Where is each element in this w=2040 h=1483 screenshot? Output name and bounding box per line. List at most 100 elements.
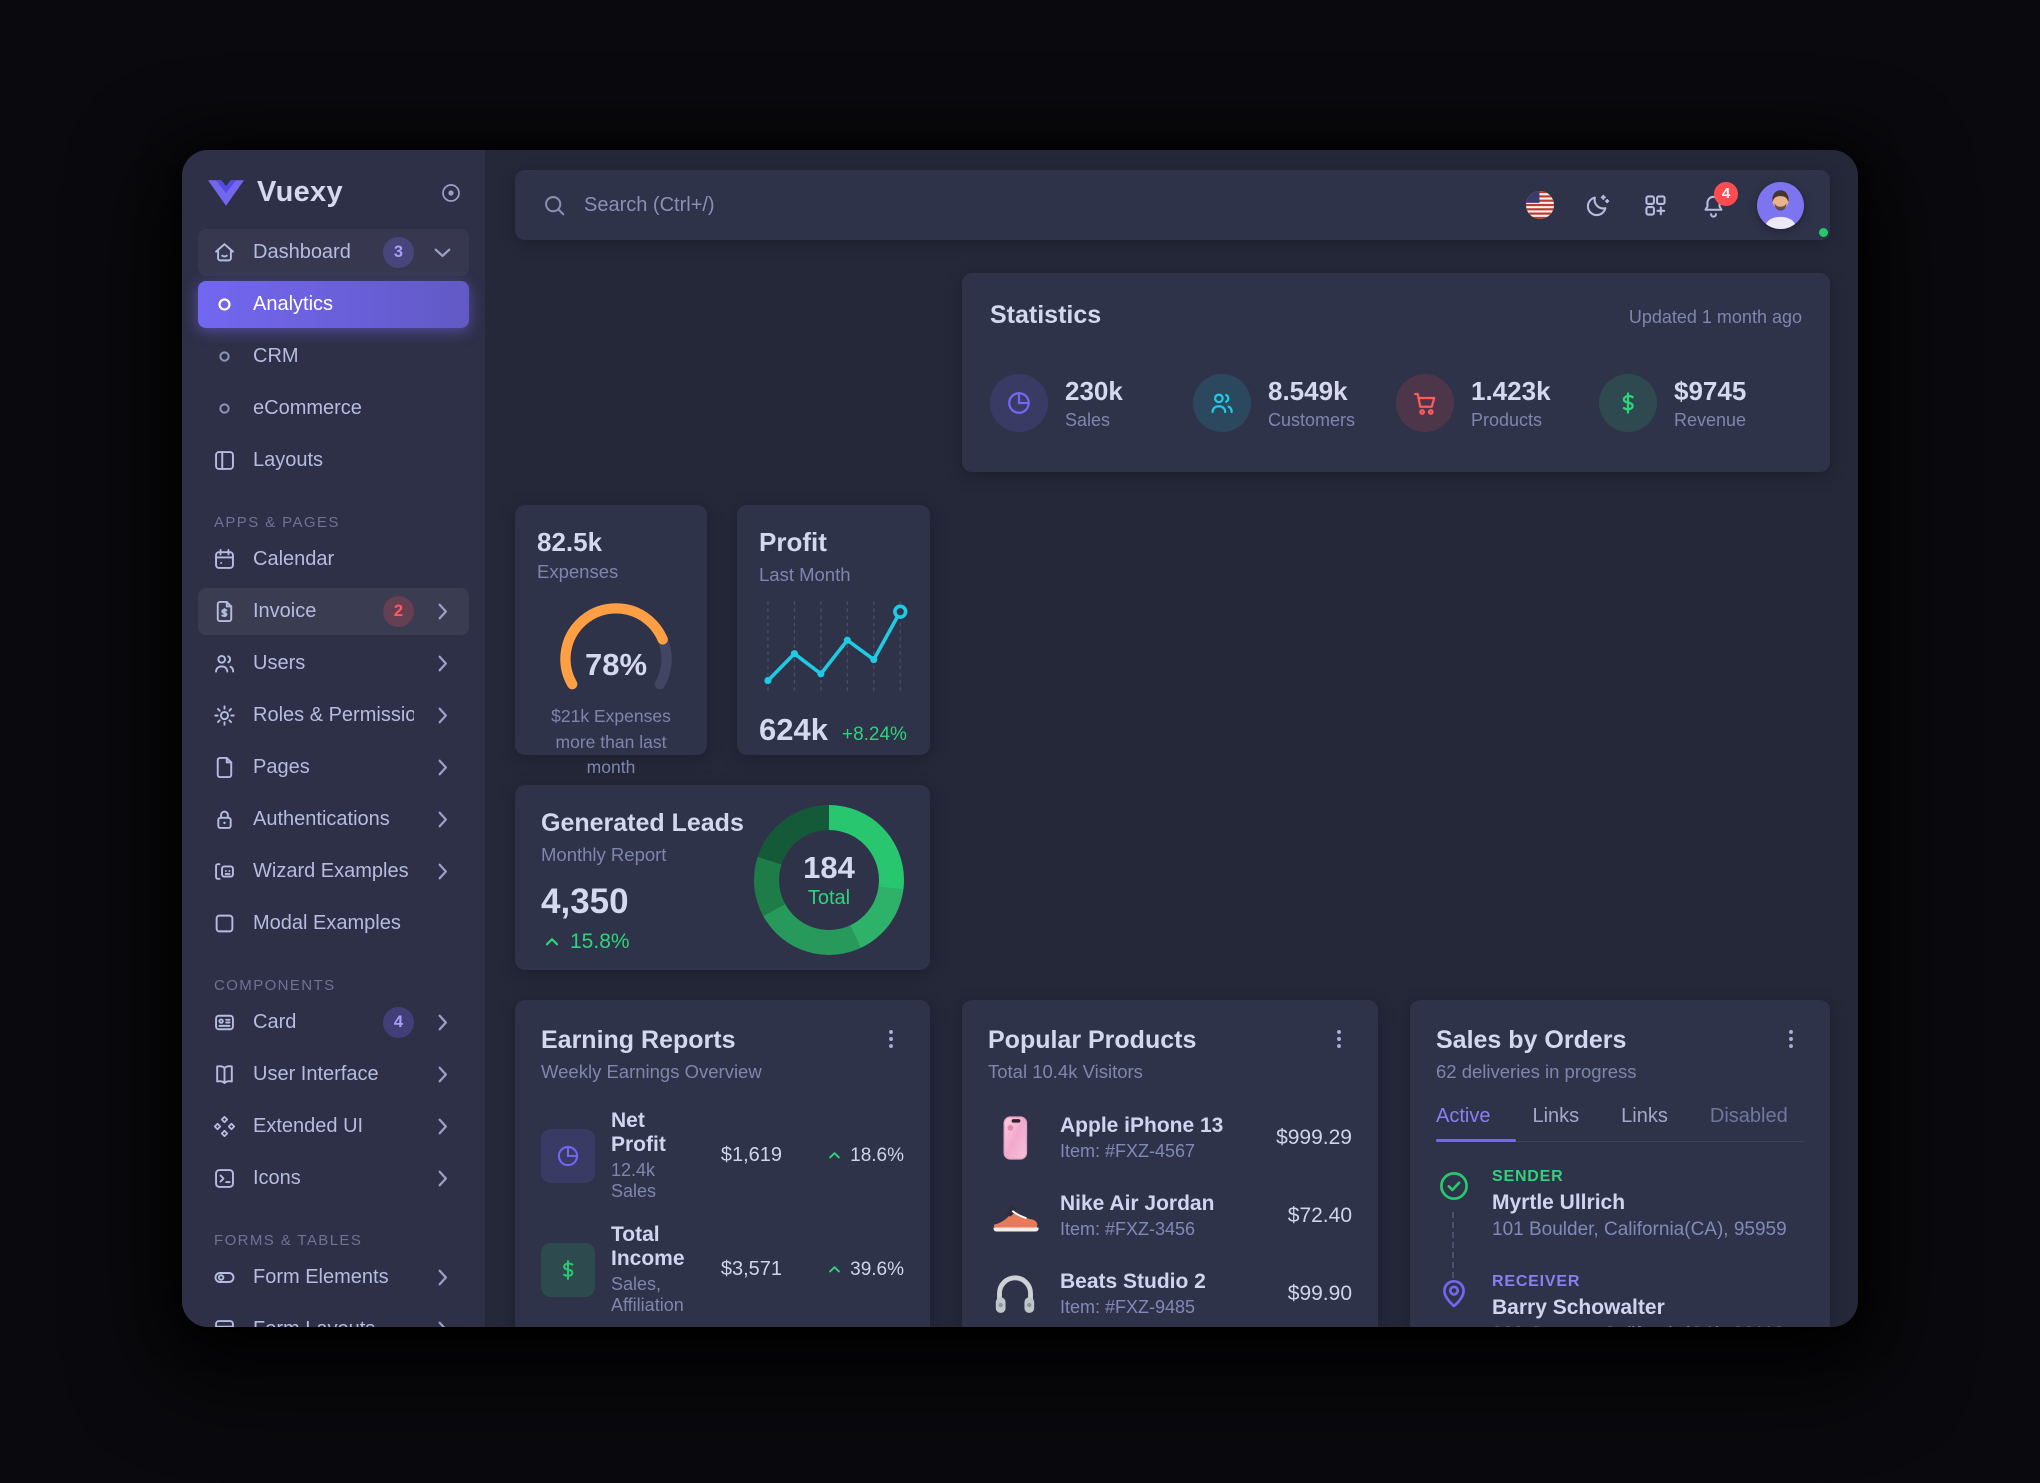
sidebar: Vuexy Dashboard 3 Analytics CRM xyxy=(182,150,485,1327)
product-name: Beats Studio 2 xyxy=(1060,1270,1206,1293)
invoice-badge: 2 xyxy=(383,596,414,627)
profit-card: Profit Last Month 624k +8.24% xyxy=(737,505,930,755)
product-name: Apple iPhone 13 xyxy=(1060,1114,1224,1137)
sidebar-item-wizard-examples[interactable]: Wizard Examples xyxy=(198,848,469,895)
sidebar-item-calendar[interactable]: Calendar xyxy=(198,536,469,583)
sidebar-item-label: Authentications xyxy=(253,808,390,830)
sidebar-item-label: Dashboard xyxy=(253,241,351,263)
profit-subtitle: Last Month xyxy=(759,564,851,585)
profit-chart xyxy=(764,601,908,691)
sidebar-item-card[interactable]: Card 4 xyxy=(198,999,469,1046)
sidebar-item-ecommerce[interactable]: eCommerce xyxy=(198,385,469,432)
dashboard-badge: 3 xyxy=(383,237,414,268)
kebab-menu-icon[interactable] xyxy=(878,1026,904,1052)
stat-label: Sales xyxy=(1065,409,1111,430)
notifications-button[interactable]: 4 xyxy=(1699,181,1738,220)
grid-plus-icon xyxy=(1645,194,1666,216)
sidebar-item-form-elements[interactable]: Form Elements xyxy=(198,1254,469,1301)
receiver-name: Barry Schowalter xyxy=(1492,1296,1665,1319)
sidebar-item-authentications[interactable]: Authentications xyxy=(198,796,469,843)
sidebar-item-user-interface[interactable]: User Interface xyxy=(198,1051,469,1098)
sidebar-item-icons[interactable]: Icons xyxy=(198,1155,469,1202)
expenses-gauge-progress xyxy=(560,603,672,690)
search-input[interactable] xyxy=(584,193,1084,217)
sidebar-item-roles-permissions[interactable]: Roles & Permissions xyxy=(198,692,469,739)
user-avatar[interactable] xyxy=(1757,181,1804,229)
tab-links-1[interactable]: Links xyxy=(1532,1105,1580,1127)
search-bar[interactable] xyxy=(541,192,1526,219)
sidebar-item-label: Extended UI xyxy=(253,1115,364,1137)
receiver-label: RECEIVER xyxy=(1492,1273,1581,1290)
theme-toggle-button[interactable] xyxy=(1583,191,1612,220)
sidebar-item-form-layouts[interactable]: Form Layouts xyxy=(198,1306,469,1327)
map-pin-icon xyxy=(1436,1275,1472,1311)
sidebar-item-label: Layouts xyxy=(253,449,324,471)
stat-sales: 230k Sales xyxy=(990,374,1193,432)
sidebar-item-dashboard[interactable]: Dashboard 3 xyxy=(198,229,469,276)
sidebar-item-extended-ui[interactable]: Extended UI xyxy=(198,1103,469,1150)
chevron-down-icon xyxy=(434,248,451,257)
online-status-dot xyxy=(1817,226,1830,239)
generated-leads-card: Generated Leads Monthly Report 4,350 15.… xyxy=(515,785,930,970)
sidebar-nav: Dashboard 3 Analytics CRM eCommerce Layo… xyxy=(182,229,485,1327)
language-flag-button[interactable] xyxy=(1526,191,1554,219)
tab-active[interactable]: Active xyxy=(1436,1105,1518,1142)
sidebar-item-label: Users xyxy=(253,652,306,674)
statistics-card: Statistics Updated 1 month ago 230k Sales… xyxy=(962,273,1830,472)
sneaker-product-image xyxy=(988,1189,1042,1243)
chevron-right-icon xyxy=(438,863,447,880)
sidebar-item-pages[interactable]: Pages xyxy=(198,744,469,791)
popular-subtitle: Total 10.4k Visitors xyxy=(988,1061,1143,1082)
sender-address: 101 Boulder, California(CA), 95959 xyxy=(1492,1219,1787,1240)
chevron-right-icon xyxy=(438,759,447,776)
stat-label: Products xyxy=(1471,409,1543,430)
toggle-icon xyxy=(214,1272,235,1283)
modal-icon xyxy=(215,914,234,933)
sidebar-item-modal-examples[interactable]: Modal Examples xyxy=(198,900,469,947)
expenses-value: 82.5k xyxy=(537,527,603,557)
stat-value: $9745 xyxy=(1674,375,1747,406)
dollar-icon xyxy=(541,1242,595,1297)
sidebar-item-label: Icons xyxy=(253,1167,301,1189)
earning-row-amount: $1,619 xyxy=(720,1144,782,1166)
receiver-address: 939 Orange, California(CA), 92118 xyxy=(1492,1324,1804,1327)
check-circle-icon xyxy=(1436,1168,1472,1204)
diamonds-icon xyxy=(213,1115,236,1138)
moon-icon xyxy=(1586,194,1610,216)
sidebar-item-label: Roles & Permissions xyxy=(253,704,414,726)
sales-tabs: Active Links Links Disabled xyxy=(1436,1105,1804,1142)
avatar-image xyxy=(1757,181,1804,229)
kebab-menu-icon[interactable] xyxy=(1778,1026,1804,1052)
earning-reports-card: Earning Reports Weekly Earnings Overview… xyxy=(515,1000,930,1327)
sales-subtitle: 62 deliveries in progress xyxy=(1436,1061,1637,1082)
dot-icon xyxy=(219,403,230,414)
sidebar-item-crm[interactable]: CRM xyxy=(198,333,469,380)
popular-products-card: Popular Products Total 10.4k Visitors Ap… xyxy=(962,1000,1378,1327)
chevron-right-icon xyxy=(438,655,447,672)
tab-disabled[interactable]: Disabled xyxy=(1709,1105,1788,1127)
earning-row-change: 39.6% xyxy=(850,1258,904,1280)
sidebar-item-label: Calendar xyxy=(253,548,335,570)
donut-label: Total xyxy=(807,887,851,909)
sidebar-item-analytics[interactable]: Analytics xyxy=(198,281,469,328)
sidebar-pin-toggle-icon[interactable] xyxy=(439,181,463,205)
sidebar-item-label: Invoice xyxy=(253,600,317,622)
chevron-up-icon xyxy=(829,1152,840,1159)
product-item: Item: #FXZ-9485 xyxy=(1060,1297,1196,1317)
kebab-menu-icon[interactable] xyxy=(1326,1026,1352,1052)
product-name: Nike Air Jordan xyxy=(1060,1192,1215,1215)
pie-chart-icon xyxy=(990,374,1048,432)
chevron-right-icon xyxy=(438,603,447,620)
expenses-card: 82.5k Expenses 78% $21k Expenses more th… xyxy=(515,505,707,777)
sidebar-item-label: Wizard Examples xyxy=(253,860,409,882)
tab-links-2[interactable]: Links xyxy=(1621,1105,1668,1127)
sidebar-item-layouts[interactable]: Layouts xyxy=(198,437,469,484)
shortcuts-button[interactable] xyxy=(1641,191,1670,220)
leads-subtitle: Monthly Report xyxy=(541,844,667,865)
chevron-right-icon xyxy=(438,1321,446,1327)
leads-title: Generated Leads xyxy=(541,809,744,837)
sidebar-item-invoice[interactable]: Invoice 2 xyxy=(198,588,469,635)
statistics-title: Statistics xyxy=(990,301,1102,329)
sidebar-item-users[interactable]: Users xyxy=(198,640,469,687)
calendar-icon xyxy=(215,548,234,569)
